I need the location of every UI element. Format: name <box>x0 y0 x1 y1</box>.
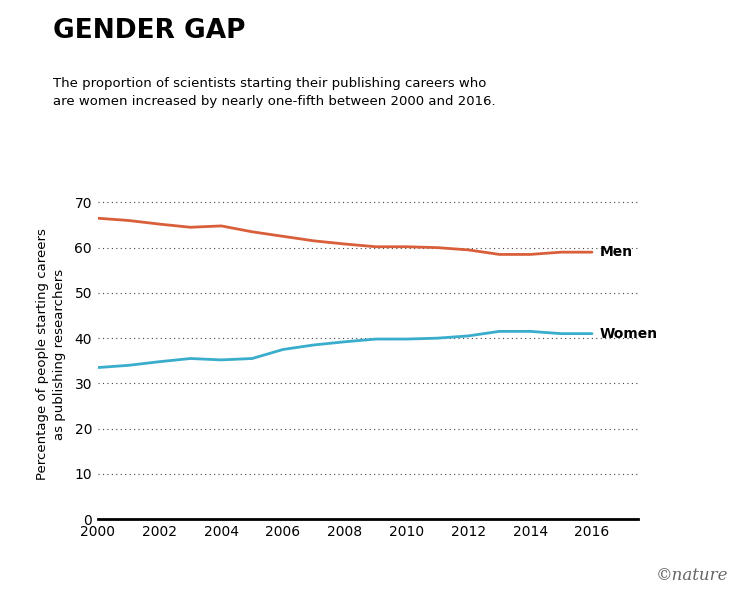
Text: The proportion of scientists starting their publishing careers who
are women inc: The proportion of scientists starting th… <box>53 77 495 108</box>
Text: Women: Women <box>600 327 658 340</box>
Text: Men: Men <box>600 245 633 259</box>
Text: ©nature: ©nature <box>656 567 728 584</box>
Y-axis label: Percentage of people starting careers
as publishing researchers: Percentage of people starting careers as… <box>36 228 66 480</box>
Text: GENDER GAP: GENDER GAP <box>53 18 245 44</box>
